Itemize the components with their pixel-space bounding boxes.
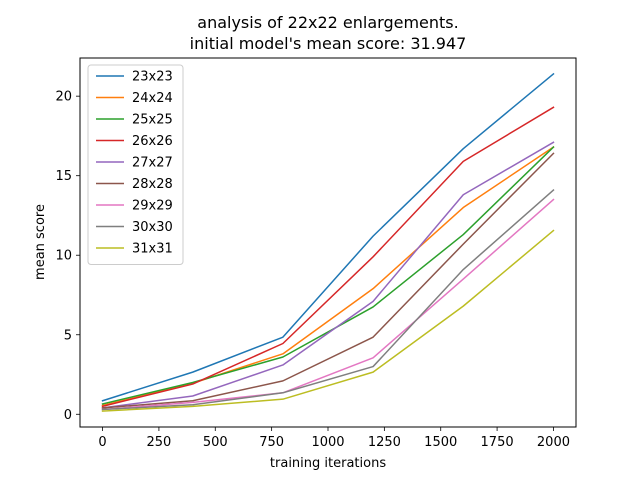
x-tick-label: 1250 <box>368 435 401 450</box>
x-tick-label: 2000 <box>537 435 570 450</box>
y-tick-label: 0 <box>64 408 72 423</box>
legend-label-28x28: 28x28 <box>132 177 173 192</box>
x-axis-label: training iterations <box>270 456 386 471</box>
legend-label-24x24: 24x24 <box>132 91 173 106</box>
legend-label-25x25: 25x25 <box>132 113 173 128</box>
x-tick-label: 0 <box>98 435 106 450</box>
legend-label-29x29: 29x29 <box>132 199 173 214</box>
series-line-27x27 <box>101 141 555 409</box>
legend-label-30x30: 30x30 <box>132 220 173 235</box>
x-tick-label: 1500 <box>424 435 457 450</box>
x-tick-label: 500 <box>203 435 228 450</box>
series-line-25x25 <box>101 146 555 405</box>
y-axis-label: mean score <box>33 204 48 280</box>
series-line-28x28 <box>101 152 555 409</box>
y-tick-label: 5 <box>64 328 72 343</box>
x-axis-ticks: 0 250 500 750 1000 1250 1500 1750 2000 <box>98 427 570 450</box>
legend-label-23x23: 23x23 <box>132 70 173 85</box>
chart-title: analysis of 22x22 enlargements. <box>197 13 458 32</box>
legend-label-31x31: 31x31 <box>132 242 173 257</box>
x-tick-label: 1000 <box>311 435 344 450</box>
series-line-30x30 <box>101 188 555 411</box>
x-tick-label: 1750 <box>481 435 514 450</box>
legend-label-26x26: 26x26 <box>132 134 173 149</box>
x-tick-label: 250 <box>146 435 171 450</box>
legend-label-27x27: 27x27 <box>132 156 173 171</box>
series-line-26x26 <box>101 106 555 408</box>
series-line-29x29 <box>101 198 555 411</box>
legend-box <box>87 64 184 265</box>
y-tick-label: 10 <box>55 249 72 264</box>
series-lines <box>101 72 555 412</box>
chart-subtitle: initial model's mean score: 31.947 <box>190 34 467 53</box>
series-line-23x23 <box>101 72 555 402</box>
y-tick-label: 20 <box>55 90 72 105</box>
y-axis-ticks: 0 5 10 15 20 <box>55 90 80 423</box>
x-tick-label: 750 <box>259 435 284 450</box>
y-tick-label: 15 <box>55 169 72 184</box>
legend: 23x23 24x24 25x25 26x26 27x27 28x28 29x29 30x30… <box>87 64 184 265</box>
series-line-24x24 <box>101 146 555 407</box>
series-line-31x31 <box>101 229 555 412</box>
